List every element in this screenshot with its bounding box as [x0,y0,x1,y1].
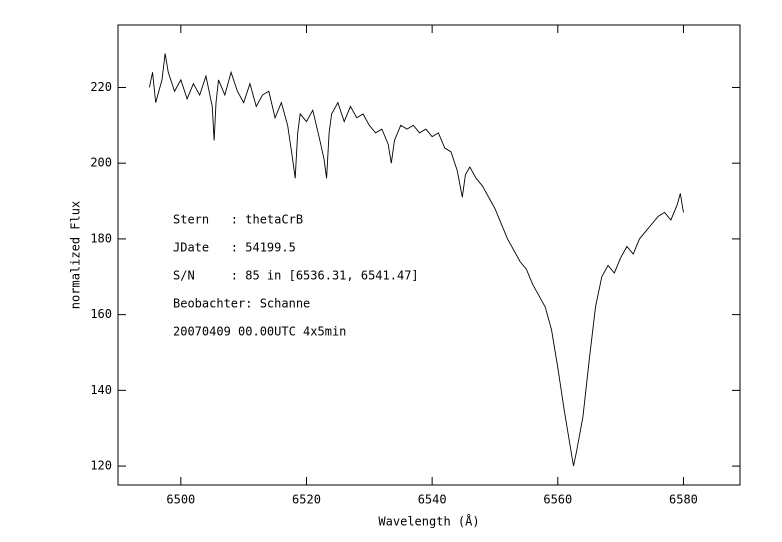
x-axis-label: Wavelength (Å) [378,514,479,529]
annotation: 20070409 00.00UTC 4x5min [173,325,346,339]
spectrum-line [148,53,684,467]
x-tick-label: 6500 [166,493,195,507]
annotation: Beobachter: Schanne [173,297,310,311]
y-axis-label: normalized Flux [69,201,83,309]
y-tick-label: 180 [90,231,112,245]
x-tick-label: 6580 [669,493,698,507]
y-tick-label: 140 [90,383,112,397]
annotation: Stern : thetaCrB [173,213,303,227]
y-tick-label: 200 [90,156,112,170]
y-tick-label: 220 [90,80,112,94]
y-tick-label: 120 [90,459,112,473]
annotation: JDate : 54199.5 [173,241,296,255]
annotation: S/N : 85 in [6536.31, 6541.47] [173,269,419,283]
x-tick-label: 6560 [543,493,572,507]
x-tick-label: 6520 [292,493,321,507]
plot-frame [117,24,741,486]
y-tick-label: 160 [90,307,112,321]
x-tick-label: 6540 [418,493,447,507]
